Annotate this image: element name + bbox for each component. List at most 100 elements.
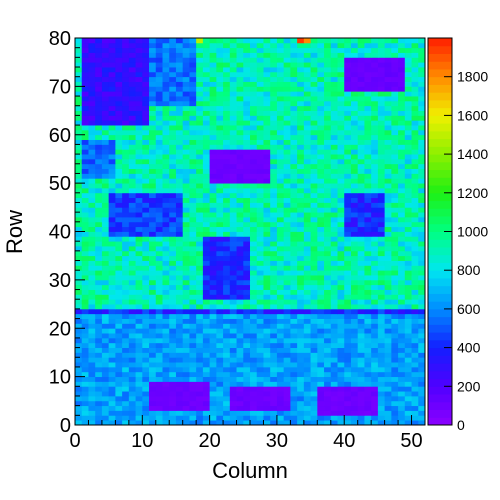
heatmap-cell	[344, 284, 352, 290]
heatmap-cell	[88, 115, 96, 121]
heatmap-cell	[276, 86, 285, 92]
heatmap-cell	[155, 129, 163, 136]
heatmap-cell	[350, 86, 359, 92]
heatmap-cell	[229, 400, 237, 407]
heatmap-cell	[256, 173, 264, 179]
heatmap-cell	[223, 125, 231, 131]
heatmap-cell	[283, 212, 291, 218]
heatmap-cell	[263, 313, 271, 319]
heatmap-cell	[122, 284, 130, 290]
heatmap-cell	[324, 71, 332, 78]
heatmap-cell	[162, 134, 170, 140]
heatmap-cell	[303, 289, 311, 295]
heatmap-cell	[223, 62, 231, 68]
heatmap-cell	[88, 47, 96, 53]
heatmap-cell	[303, 47, 311, 53]
heatmap-cell	[142, 81, 150, 87]
heatmap-cell	[189, 323, 197, 329]
heatmap-cell	[270, 86, 278, 92]
heatmap-cell	[250, 38, 258, 44]
heatmap-cell	[411, 410, 419, 416]
heatmap-cell	[81, 207, 89, 213]
heatmap-cell	[101, 226, 110, 232]
heatmap-cell	[202, 391, 211, 397]
heatmap-cell	[169, 270, 177, 276]
heatmap-cell	[135, 110, 143, 116]
heatmap-cell	[357, 125, 365, 131]
heatmap-cell	[142, 284, 150, 290]
heatmap-cell	[357, 241, 365, 247]
heatmap-cell	[115, 410, 123, 416]
heatmap-cell	[270, 216, 278, 223]
heatmap-cell	[75, 337, 83, 344]
heatmap-cell	[81, 91, 89, 97]
heatmap-cell	[122, 105, 130, 111]
colorbar-tick-label: 400	[457, 340, 481, 356]
heatmap-cell	[250, 294, 258, 300]
heatmap-cell	[297, 202, 305, 208]
heatmap-cell	[196, 386, 204, 392]
heatmap-cell	[162, 231, 170, 237]
heatmap-cell	[324, 187, 332, 194]
heatmap-cell	[310, 352, 318, 358]
heatmap-cell	[256, 91, 264, 97]
heatmap-cell	[216, 352, 224, 358]
heatmap-cell	[377, 96, 386, 102]
heatmap-cell	[384, 241, 392, 247]
heatmap-cell	[391, 76, 399, 82]
heatmap-cell	[142, 67, 150, 73]
heatmap-cell	[350, 100, 359, 107]
heatmap-cell	[101, 386, 110, 392]
heatmap-cell	[128, 289, 136, 295]
heatmap-cell	[175, 294, 184, 300]
heatmap-cell	[169, 231, 177, 237]
heatmap-cell	[122, 71, 130, 78]
heatmap-cell	[243, 120, 251, 126]
heatmap-cell	[216, 125, 224, 131]
heatmap-cell	[276, 265, 285, 271]
heatmap-cell	[175, 163, 184, 170]
heatmap-cell	[95, 362, 103, 368]
heatmap-cell	[229, 395, 237, 402]
heatmap-cell	[182, 139, 190, 145]
heatmap-cell	[404, 391, 412, 397]
heatmap-cell	[256, 158, 264, 165]
heatmap-cell	[324, 100, 332, 107]
heatmap-cell	[398, 410, 406, 416]
heatmap-cell	[189, 420, 197, 426]
heatmap-cell	[418, 149, 426, 155]
heatmap-cell	[142, 38, 150, 44]
heatmap-cell	[364, 333, 372, 339]
heatmap-cell	[357, 212, 365, 218]
heatmap-cell	[122, 110, 130, 116]
heatmap-cell	[122, 192, 130, 199]
heatmap-cell	[337, 187, 345, 194]
heatmap-cell	[270, 231, 278, 237]
heatmap-cell	[243, 110, 251, 116]
heatmap-cell	[149, 110, 157, 116]
heatmap-cell	[303, 395, 311, 402]
heatmap-cell	[223, 154, 231, 160]
heatmap-cell	[236, 202, 244, 208]
heatmap-cell	[202, 410, 211, 416]
colorbar-segment	[428, 332, 452, 341]
heatmap-cell	[182, 347, 190, 353]
heatmap-cell	[81, 284, 89, 290]
heatmap-cell	[101, 400, 110, 407]
heatmap-cell	[297, 115, 305, 121]
heatmap-cell	[256, 129, 264, 136]
heatmap-cell	[189, 76, 197, 82]
heatmap-cell	[243, 236, 251, 242]
heatmap-cell	[81, 221, 89, 228]
heatmap-cell	[411, 255, 419, 261]
heatmap-cell	[317, 342, 325, 348]
heatmap-cell	[317, 347, 325, 353]
heatmap-cell	[404, 149, 412, 155]
heatmap-cell	[310, 294, 318, 300]
heatmap-cell	[297, 212, 305, 218]
heatmap-cell	[75, 342, 83, 348]
heatmap-cell	[182, 86, 190, 92]
heatmap-cell	[236, 308, 244, 315]
heatmap-cell	[384, 386, 392, 392]
heatmap-cell	[350, 178, 359, 184]
